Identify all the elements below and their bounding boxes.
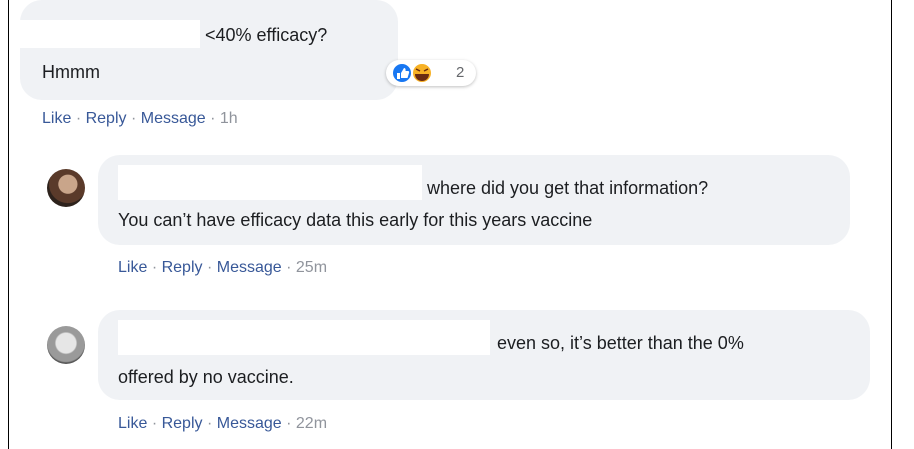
like-link[interactable]: Like (118, 415, 147, 432)
reply-link[interactable]: Reply (86, 110, 127, 127)
separator: · (131, 110, 136, 127)
separator: · (207, 415, 212, 432)
separator: · (152, 415, 157, 432)
separator: · (76, 110, 81, 127)
redacted-name (118, 320, 490, 355)
comment-text: Hmmm (42, 61, 100, 83)
reaction-count: 2 (456, 64, 464, 81)
avatar[interactable] (47, 169, 85, 207)
message-link[interactable]: Message (217, 259, 282, 276)
comment-bubble (20, 0, 398, 100)
comment-text: <40% efficacy? (205, 24, 327, 46)
separator: · (207, 259, 212, 276)
comment-text: You can’t have efficacy data this early … (118, 209, 592, 231)
reactions[interactable]: 2 (386, 60, 476, 86)
timestamp[interactable]: 22m (296, 415, 327, 432)
comment-actions: Like · Reply · Message · 25m (118, 259, 327, 277)
comment-text: even so, it’s better than the 0% (497, 332, 744, 354)
redacted-name (20, 20, 200, 48)
like-link[interactable]: Like (118, 259, 147, 276)
separator: · (286, 259, 291, 276)
message-link[interactable]: Message (141, 110, 206, 127)
reaction-icons (390, 60, 450, 86)
comment-actions: Like · Reply · Message · 22m (118, 415, 327, 433)
timestamp[interactable]: 1h (220, 110, 238, 127)
comment-actions: Like · Reply · Message · 1h (42, 110, 238, 128)
separator: · (152, 259, 157, 276)
like-link[interactable]: Like (42, 110, 71, 127)
reply-link[interactable]: Reply (162, 259, 203, 276)
avatar[interactable] (47, 326, 85, 364)
comment-text: where did you get that information? (427, 177, 708, 199)
redacted-name (118, 165, 422, 200)
message-link[interactable]: Message (217, 415, 282, 432)
separator: · (210, 110, 215, 127)
timestamp[interactable]: 25m (296, 259, 327, 276)
reply-link[interactable]: Reply (162, 415, 203, 432)
comment-text: offered by no vaccine. (118, 366, 294, 388)
page: <40% efficacy? Hmmm 2 Like · Reply · Mes… (0, 0, 914, 449)
separator: · (286, 415, 291, 432)
